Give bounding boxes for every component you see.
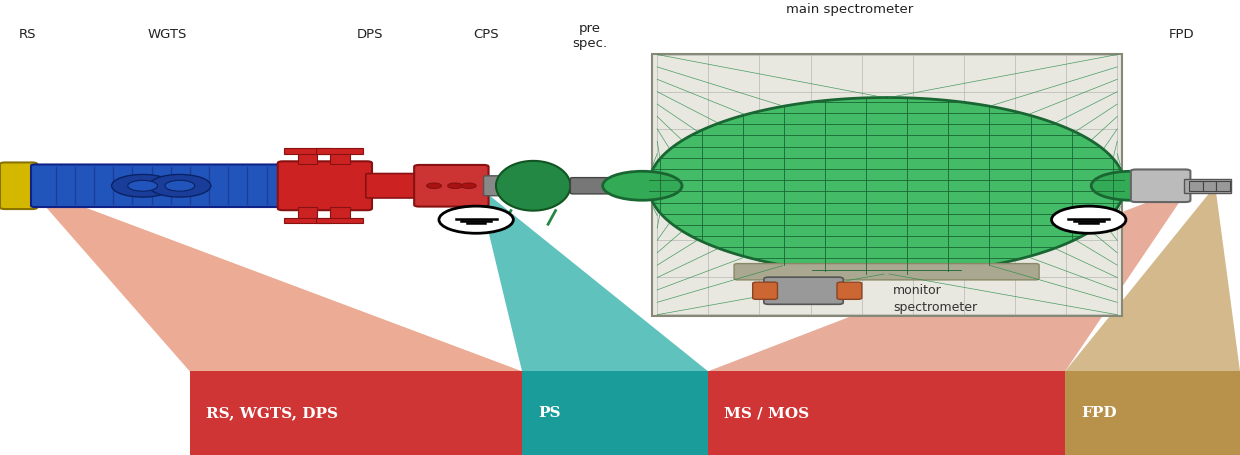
Polygon shape <box>496 161 570 211</box>
Text: MS / MOS: MS / MOS <box>724 406 810 420</box>
FancyBboxPatch shape <box>298 150 317 165</box>
Text: RS: RS <box>19 28 36 41</box>
Text: DPS: DPS <box>356 28 383 41</box>
FancyBboxPatch shape <box>414 165 489 207</box>
FancyBboxPatch shape <box>316 148 363 154</box>
FancyBboxPatch shape <box>1216 181 1230 191</box>
FancyBboxPatch shape <box>753 282 777 299</box>
Circle shape <box>112 174 174 197</box>
FancyBboxPatch shape <box>284 218 331 223</box>
Circle shape <box>439 206 513 233</box>
FancyBboxPatch shape <box>366 173 420 198</box>
FancyBboxPatch shape <box>764 277 843 304</box>
Circle shape <box>1052 206 1126 233</box>
Circle shape <box>128 180 157 191</box>
Text: monitor
spectrometer: monitor spectrometer <box>893 284 977 314</box>
FancyBboxPatch shape <box>1203 181 1216 191</box>
Circle shape <box>165 180 195 191</box>
Text: WGTS: WGTS <box>148 28 187 41</box>
FancyBboxPatch shape <box>484 176 511 196</box>
Polygon shape <box>649 97 1125 274</box>
Circle shape <box>427 183 441 188</box>
FancyBboxPatch shape <box>652 54 1122 316</box>
Text: PS: PS <box>538 406 560 420</box>
FancyBboxPatch shape <box>31 165 283 207</box>
FancyBboxPatch shape <box>330 207 350 222</box>
FancyBboxPatch shape <box>708 371 1065 455</box>
Circle shape <box>461 183 476 188</box>
FancyBboxPatch shape <box>284 148 331 154</box>
FancyBboxPatch shape <box>522 371 708 455</box>
Text: RS, WGTS, DPS: RS, WGTS, DPS <box>206 406 337 420</box>
Polygon shape <box>27 186 522 371</box>
FancyBboxPatch shape <box>837 282 862 299</box>
Polygon shape <box>1065 186 1240 371</box>
Text: FPD: FPD <box>1169 28 1194 41</box>
FancyBboxPatch shape <box>316 218 363 223</box>
Polygon shape <box>708 186 1190 371</box>
FancyBboxPatch shape <box>1189 181 1203 191</box>
FancyBboxPatch shape <box>0 162 37 209</box>
Circle shape <box>448 183 463 188</box>
FancyBboxPatch shape <box>734 263 1039 280</box>
Polygon shape <box>477 186 708 371</box>
Text: CPS: CPS <box>474 28 498 41</box>
Text: FPD: FPD <box>1081 406 1117 420</box>
FancyBboxPatch shape <box>1065 371 1240 455</box>
FancyBboxPatch shape <box>298 207 317 222</box>
FancyBboxPatch shape <box>330 150 350 165</box>
Text: main spectrometer: main spectrometer <box>786 3 913 16</box>
Text: pre
spec.: pre spec. <box>573 22 608 50</box>
Circle shape <box>149 174 211 197</box>
FancyBboxPatch shape <box>278 162 372 210</box>
FancyBboxPatch shape <box>570 177 635 194</box>
FancyBboxPatch shape <box>1184 178 1231 193</box>
Circle shape <box>1091 171 1171 200</box>
FancyBboxPatch shape <box>1131 169 1190 202</box>
FancyBboxPatch shape <box>190 371 522 455</box>
Circle shape <box>603 171 682 200</box>
